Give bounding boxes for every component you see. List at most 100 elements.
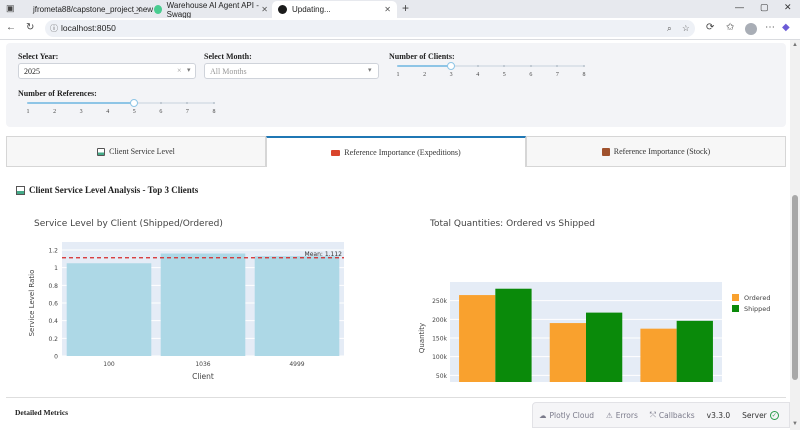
slider-mark-label: 3 — [449, 72, 453, 78]
slider-dot — [53, 102, 56, 104]
reload-icon[interactable]: ↻ — [26, 22, 35, 33]
callbacks-label: Callbacks — [658, 410, 695, 420]
scroll-down-icon[interactable]: ▼ — [792, 421, 798, 427]
extensions-icon[interactable]: ⟳ — [706, 22, 715, 33]
divider — [6, 397, 786, 398]
minimize-button[interactable]: — — [735, 2, 744, 12]
mean-line-label: Mean: 1.112 — [305, 251, 343, 258]
slider-dot — [159, 102, 162, 104]
y-axis-label: Quantity — [418, 323, 426, 353]
service-level-chart: Service Level by Client (Shipped/Ordered… — [6, 212, 396, 382]
slider-handle[interactable] — [130, 99, 139, 107]
y-tick-label: 0.4 — [48, 318, 58, 325]
legend-swatch — [732, 305, 739, 312]
tab-label: Reference Importance (Stock) — [613, 147, 711, 156]
references-label: Number of References: — [18, 89, 97, 98]
y-tick-label: 1 — [54, 265, 58, 272]
url-text: localhost:8050 — [61, 23, 116, 33]
browser-tab-updating[interactable]: Updating... ✕ — [272, 1, 397, 18]
quantities-plot: 050k100k150k200k250k10010364999ClientQua… — [418, 282, 770, 382]
x-tick-label: 1036 — [195, 361, 210, 368]
close-tab-icon[interactable]: ✕ — [261, 5, 268, 14]
errors-button[interactable]: ⚠ Errors — [600, 411, 644, 420]
bar-ordered — [640, 328, 677, 382]
year-select[interactable]: 2025 × ▾ — [18, 63, 196, 79]
slider-mark-label: 5 — [502, 72, 506, 78]
browser-tab-title: Updating... — [292, 5, 331, 14]
section-title-text: Client Service Level Analysis - Top 3 Cl… — [29, 185, 199, 195]
plotly-cloud-button[interactable]: ☁ Plotly Cloud — [533, 411, 600, 420]
x-tick-label: 4999 — [289, 361, 304, 368]
close-tab-icon[interactable]: ✕ — [135, 5, 142, 14]
slider-mark-label: 8 — [582, 72, 586, 78]
browser-tab-github[interactable]: jfrometa88/capstone_project_new ✕ — [22, 1, 153, 18]
y-tick-label: 50k — [436, 373, 448, 380]
scrollbar-thumb[interactable] — [792, 195, 798, 380]
y-tick-label: 150k — [432, 336, 447, 343]
slider-dot — [397, 65, 399, 67]
year-value: 2025 — [24, 67, 40, 76]
profile-avatar[interactable] — [745, 23, 757, 35]
y-tick-label: 250k — [432, 298, 447, 305]
scroll-up-icon[interactable]: ▲ — [792, 42, 798, 48]
slider-mark-label: 5 — [132, 109, 136, 115]
browser-tab-bar: ▣ jfrometa88/capstone_project_new ✕ Ware… — [0, 0, 800, 19]
bar-chart-icon — [16, 185, 25, 195]
slider-dot — [476, 65, 479, 67]
plotly-cloud-label: Plotly Cloud — [549, 410, 594, 420]
close-tab-icon[interactable]: ✕ — [384, 5, 391, 14]
chart-title: Service Level by Client (Shipped/Ordered… — [34, 219, 223, 229]
chart-title: Total Quantities: Ordered vs Shipped — [430, 219, 596, 229]
y-tick-label: 0.6 — [48, 301, 58, 308]
year-label: Select Year: — [18, 52, 59, 61]
legend-swatch — [732, 294, 739, 301]
page-scrollbar[interactable]: ▲ ▼ — [790, 40, 800, 430]
month-select[interactable]: All Months ▾ — [204, 63, 379, 79]
callbacks-button[interactable]: ⤲ Callbacks — [644, 410, 701, 420]
slider-dot — [80, 102, 83, 104]
tab-reference-importance-stock[interactable]: Reference Importance (Stock) — [526, 136, 786, 167]
maximize-button[interactable]: ▢ — [760, 2, 769, 12]
bar — [160, 253, 246, 356]
tab-label: Client Service Level — [109, 147, 175, 156]
quantities-chart: Total Quantities: Ordered vs Shipped 050… — [400, 212, 790, 382]
close-window-button[interactable]: ✕ — [784, 2, 792, 12]
bar-chart-icon — [97, 147, 106, 156]
back-icon[interactable]: ← — [6, 22, 16, 33]
clear-icon[interactable]: × — [177, 66, 182, 75]
slider-dot — [27, 102, 29, 104]
clients-label: Number of Clients: — [389, 52, 455, 61]
chevron-down-icon[interactable]: ▾ — [187, 66, 191, 74]
copilot-icon[interactable]: ◆ — [782, 22, 790, 33]
slider-dot — [583, 65, 585, 67]
tab-client-service-level[interactable]: Client Service Level — [6, 136, 266, 167]
zoom-icon[interactable]: ⌕ — [667, 23, 672, 33]
tab-reference-importance-expeditions[interactable]: Reference Importance (Expeditions) — [266, 136, 526, 167]
chevron-down-icon[interactable]: ▾ — [368, 66, 372, 74]
bar-ordered — [549, 323, 586, 382]
server-status: Server ✓ — [736, 410, 785, 420]
month-label: Select Month: — [204, 52, 252, 61]
legend-label: Ordered — [744, 294, 770, 302]
new-tab-button[interactable]: + — [402, 1, 410, 15]
bookmark-star-icon[interactable]: ☆ — [682, 23, 690, 33]
slider-dot — [556, 65, 559, 67]
url-bar[interactable]: ⓘ localhost:8050 ⌕ ☆ — [45, 20, 695, 37]
slider-mark-label: 7 — [555, 72, 559, 78]
warning-icon: ⚠ — [605, 410, 613, 420]
references-slider[interactable]: 1 2 3 4 5 6 7 8 — [27, 98, 218, 115]
tab-actions-icon[interactable]: ▣ — [6, 3, 15, 13]
browser-tab-title: Warehouse AI Agent API - Swagg — [166, 0, 259, 19]
site-info-icon[interactable]: ⓘ — [50, 24, 58, 33]
menu-icon[interactable]: ⋯ — [765, 22, 775, 33]
service-level-plot: 0 0.2 0.4 0.6 0.8 1 1.2 100 1036 4999 Mean: 1.112 C… — [28, 242, 344, 381]
clients-slider[interactable]: 1 2 3 4 5 6 7 8 — [397, 61, 588, 78]
bar-shipped — [586, 312, 623, 382]
favorites-icon[interactable]: ✩ — [726, 22, 735, 33]
slider-mark-label: 1 — [26, 109, 30, 115]
bar — [66, 263, 152, 356]
browser-tab-swagger[interactable]: Warehouse AI Agent API - Swagg ✕ — [148, 0, 274, 19]
bar-shipped — [676, 320, 713, 382]
bar-ordered — [459, 295, 496, 382]
slider-handle[interactable] — [447, 62, 456, 70]
